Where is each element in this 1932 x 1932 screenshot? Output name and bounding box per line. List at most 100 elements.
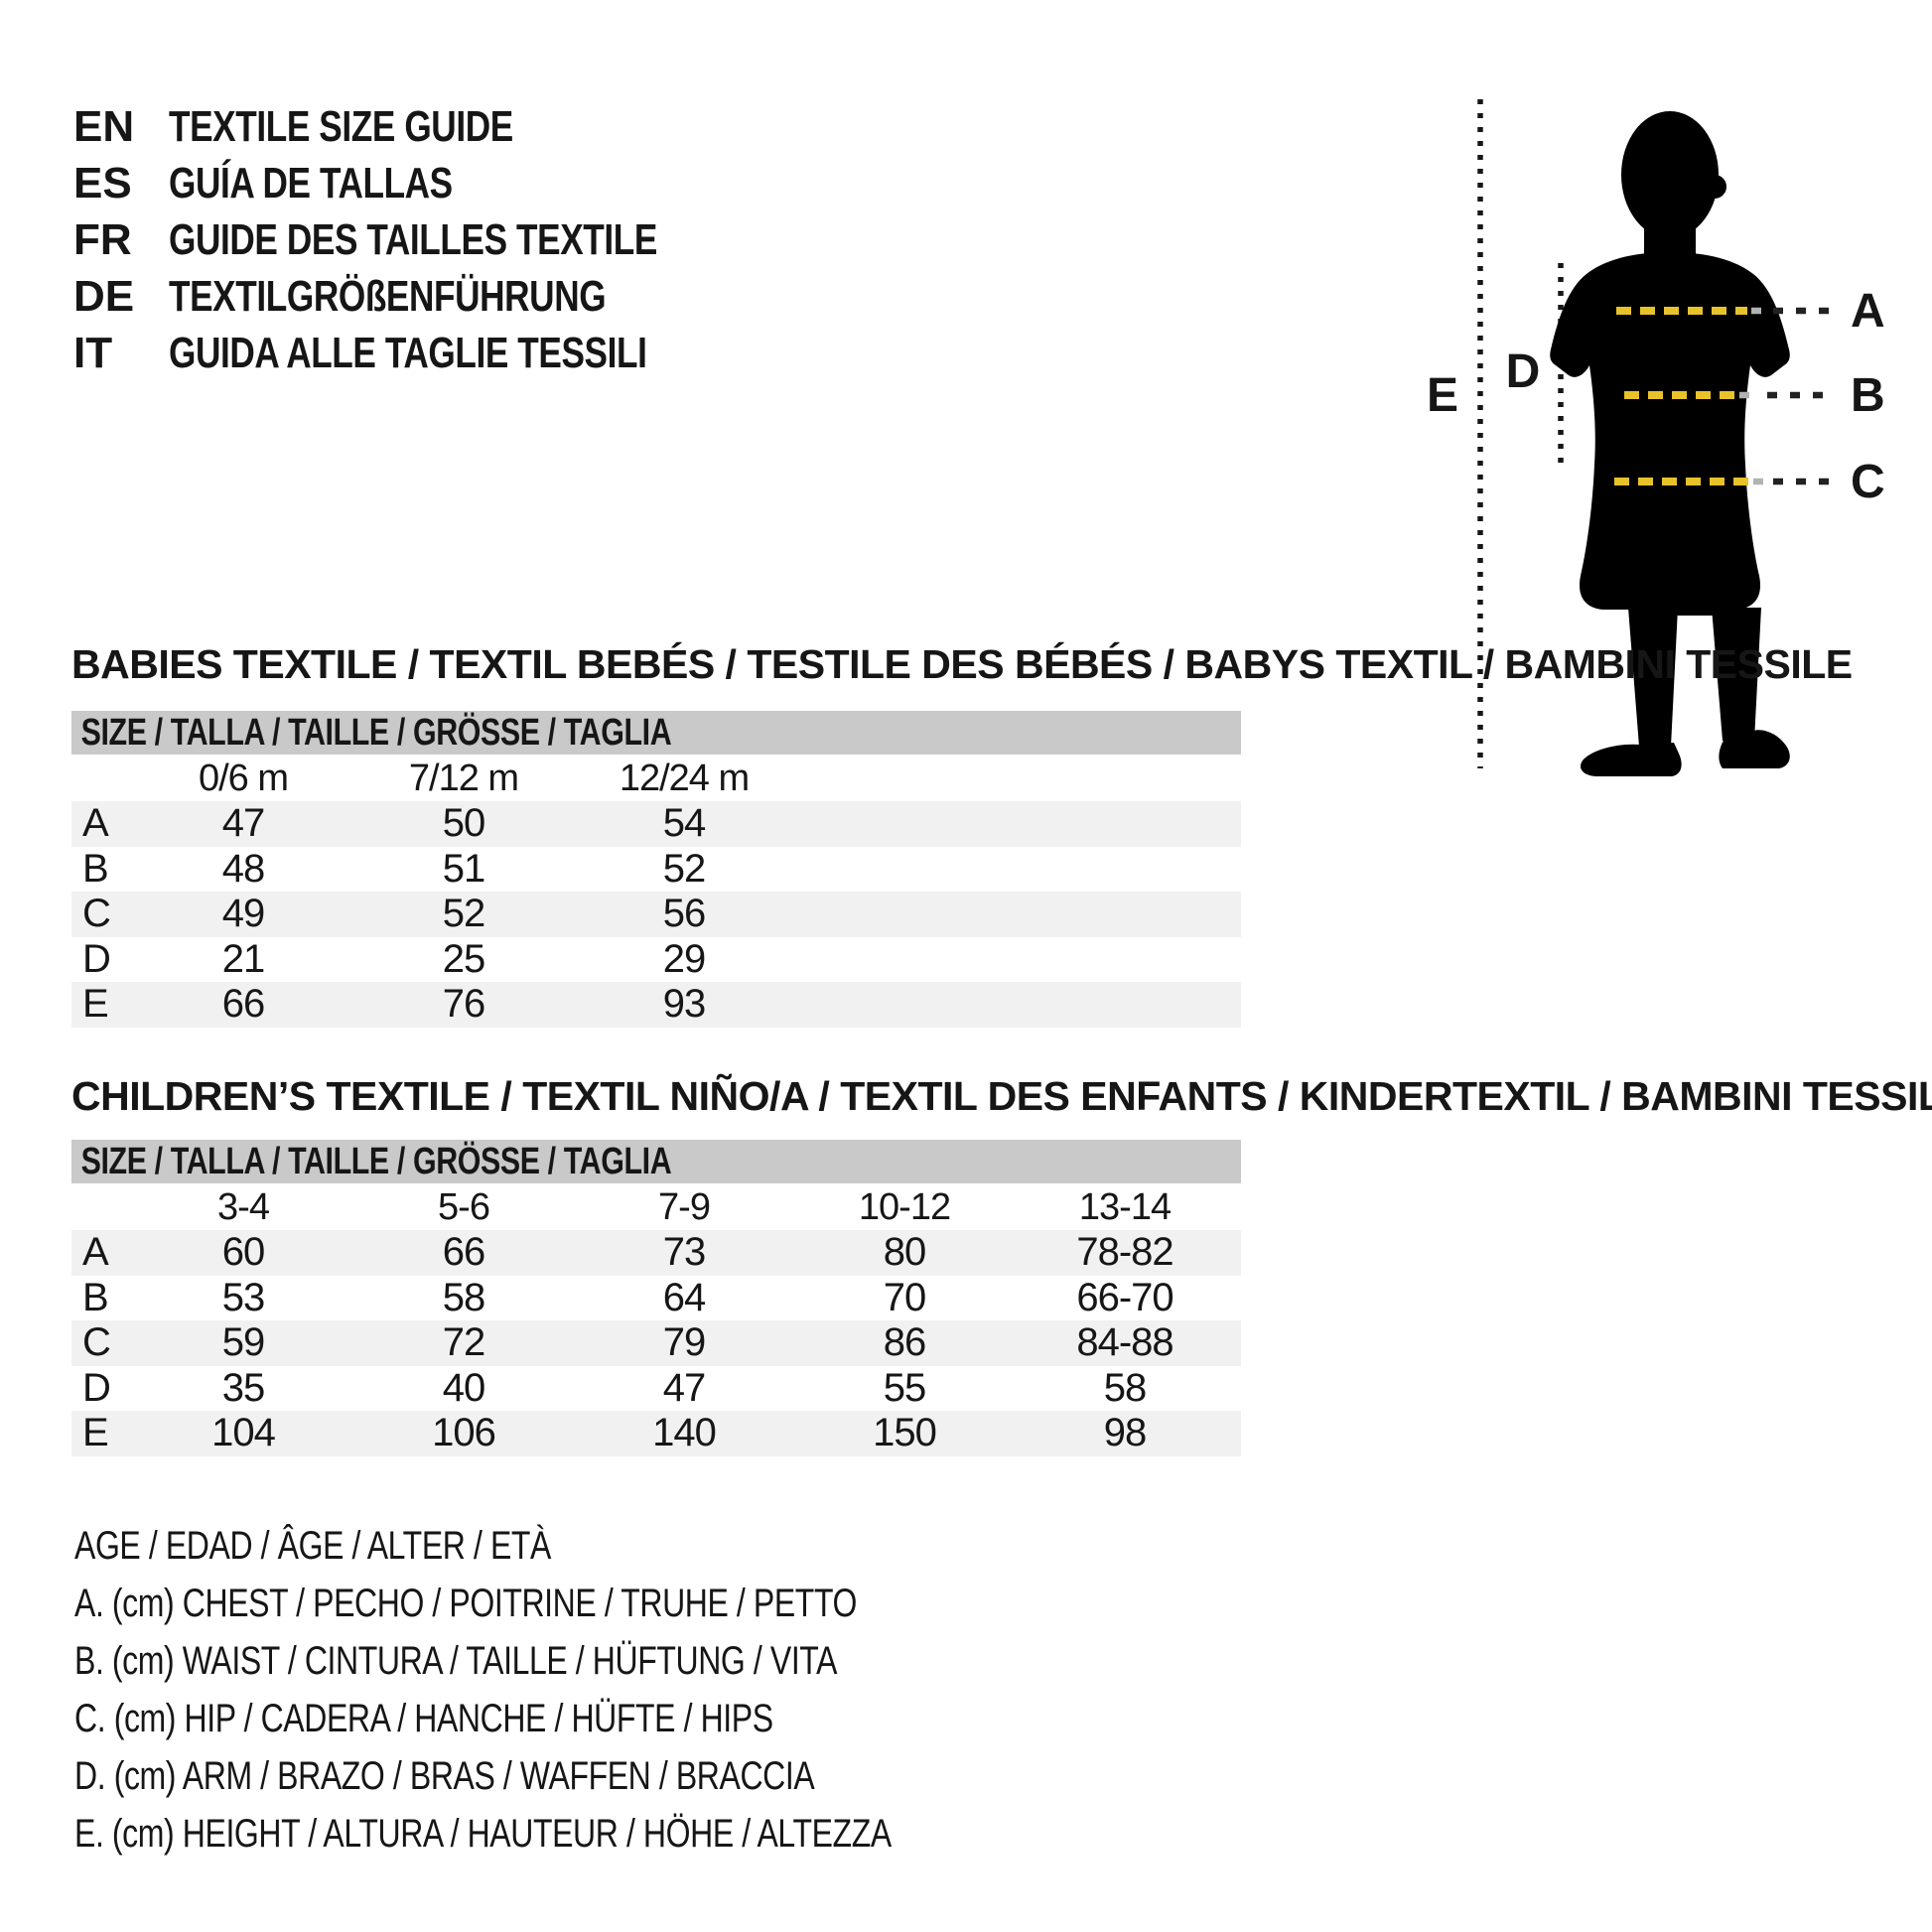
table-cell: 66 xyxy=(221,982,266,1027)
language-title: TEXTILGRÖßENFÜHRUNG xyxy=(169,271,607,321)
column-header: 3-4 xyxy=(217,1186,270,1228)
table-cell: 58 xyxy=(442,1275,486,1319)
legend-height-row: E. (cm) HEIGHT / ALTURA / HAUTEUR / HÖHE… xyxy=(74,1805,1095,1863)
row-label: B xyxy=(82,846,109,891)
row-label: E xyxy=(82,1411,109,1455)
table-cell: 64 xyxy=(662,1275,707,1319)
column-header: 10-12 xyxy=(858,1186,951,1228)
table-cell: 73 xyxy=(662,1230,707,1275)
table-cell: 72 xyxy=(442,1320,486,1365)
language-code: ES xyxy=(73,158,132,207)
table-cell: 58 xyxy=(1103,1365,1148,1410)
babies-section-heading: BABIES TEXTILE / TEXTIL BEBÉS / TESTILE … xyxy=(71,640,1853,688)
table-cell: 49 xyxy=(221,892,266,936)
hip-measure-line-c: C xyxy=(1614,456,1885,508)
table-cell: 98 xyxy=(1103,1411,1148,1455)
waist-measure-line-b: B xyxy=(1624,369,1885,422)
table-cell: 140 xyxy=(652,1411,717,1455)
table-cell: 47 xyxy=(221,801,266,846)
column-header: 5-6 xyxy=(438,1186,490,1228)
figure-label-a: A xyxy=(1851,285,1885,338)
table-row-c: C 59 72 79 86 84-88 xyxy=(71,1320,1241,1366)
table-cell: 25 xyxy=(442,936,486,981)
language-row-es: ES GUÍA DE TALLAS xyxy=(73,155,779,211)
table-cell: 150 xyxy=(873,1411,937,1455)
figure-label-b: B xyxy=(1851,369,1885,422)
figure-label-d: D xyxy=(1506,345,1541,398)
language-row-de: DE TEXTILGRÖßENFÜHRUNG xyxy=(73,268,779,325)
row-label: E xyxy=(82,982,109,1027)
table-row-a: A 47 50 54 xyxy=(71,801,1241,847)
language-title: GUÍA DE TALLAS xyxy=(169,158,453,207)
children-section-heading: CHILDREN’S TEXTILE / TEXTIL NIÑO/A / TEX… xyxy=(71,1072,1932,1120)
language-row-it: IT GUIDA ALLE TAGLIE TESSILI xyxy=(73,325,779,381)
row-label: C xyxy=(82,1320,111,1365)
babies-heading-text: BABIES TEXTILE / TEXTIL BEBÉS / TESTILE … xyxy=(71,641,1853,687)
table-cell: 51 xyxy=(442,846,486,891)
language-code: FR xyxy=(73,214,132,264)
row-label: A xyxy=(82,801,109,846)
children-column-header-row: 3-4 5-6 7-9 10-12 13-14 xyxy=(71,1185,1241,1230)
language-title: GUIDA ALLE TAGLIE TESSILI xyxy=(169,328,647,377)
table-cell: 21 xyxy=(221,936,266,981)
table-row-e: E 66 76 93 xyxy=(71,982,1241,1028)
column-header: 12/24 m xyxy=(619,758,750,799)
table-cell: 47 xyxy=(662,1365,707,1410)
table-cell: 35 xyxy=(221,1365,266,1410)
table-cell: 66-70 xyxy=(1076,1275,1173,1319)
legend-hip-text: C. (cm) HIP / CADERA / HANCHE / HÜFTE / … xyxy=(74,1696,773,1740)
table-cell: 40 xyxy=(442,1365,486,1410)
language-code: EN xyxy=(73,101,135,151)
column-header: 7/12 m xyxy=(408,758,519,799)
legend-hip-row: C. (cm) HIP / CADERA / HANCHE / HÜFTE / … xyxy=(74,1690,1095,1747)
column-header: 13-14 xyxy=(1078,1186,1172,1228)
row-label: B xyxy=(82,1275,109,1319)
table-cell: 76 xyxy=(442,982,486,1027)
table-cell: 66 xyxy=(442,1230,486,1275)
table-row-c: C 49 52 56 xyxy=(71,892,1241,937)
table-cell: 29 xyxy=(662,936,707,981)
table-cell: 50 xyxy=(442,801,486,846)
legend-arm-row: D. (cm) ARM / BRAZO / BRAS / WAFFEN / BR… xyxy=(74,1747,1095,1805)
table-row-b: B 53 58 64 70 66-70 xyxy=(71,1276,1241,1321)
language-title: GUIDE DES TAILLES TEXTILE xyxy=(169,214,657,264)
children-size-header-bar: SIZE / TALLA / TAILLE / GRÖSSE / TAGLIA xyxy=(71,1140,1241,1183)
table-cell: 78-82 xyxy=(1076,1230,1173,1275)
table-cell: 106 xyxy=(432,1411,496,1455)
babies-column-header-row: 0/6 m 7/12 m 12/24 m xyxy=(71,757,1241,801)
row-label: D xyxy=(82,936,111,981)
table-cell: 52 xyxy=(442,892,486,936)
legend-chest-text: A. (cm) CHEST / PECHO / POITRINE / TRUHE… xyxy=(74,1581,858,1625)
row-label: D xyxy=(82,1365,111,1410)
table-cell: 86 xyxy=(883,1320,927,1365)
legend-height-text: E. (cm) HEIGHT / ALTURA / HAUTEUR / HÖHE… xyxy=(74,1811,892,1856)
table-cell: 84-88 xyxy=(1076,1320,1173,1365)
table-cell: 93 xyxy=(662,982,707,1027)
babies-size-header-bar: SIZE / TALLA / TAILLE / GRÖSSE / TAGLIA xyxy=(71,711,1241,755)
table-row-d: D 21 25 29 xyxy=(71,937,1241,983)
table-row-a: A 60 66 73 80 78-82 xyxy=(71,1230,1241,1276)
table-cell: 70 xyxy=(883,1275,927,1319)
chest-measure-line-a: A xyxy=(1616,285,1885,338)
legend-arm-text: D. (cm) ARM / BRAZO / BRAS / WAFFEN / BR… xyxy=(74,1753,815,1798)
table-cell: 48 xyxy=(221,846,266,891)
row-label: A xyxy=(82,1230,109,1275)
table-cell: 79 xyxy=(662,1320,707,1365)
table-cell: 53 xyxy=(221,1275,266,1319)
language-code: IT xyxy=(73,328,113,377)
legend-waist-row: B. (cm) WAIST / CINTURA / TAILLE / HÜFTU… xyxy=(74,1632,1095,1690)
figure-label-c: C xyxy=(1851,456,1885,508)
table-cell: 52 xyxy=(662,846,707,891)
legend-age-row: AGE / EDAD / ÂGE / ALTER / ETÀ xyxy=(74,1517,1095,1575)
row-label: C xyxy=(82,892,111,936)
language-row-en: EN TEXTILE SIZE GUIDE xyxy=(73,98,779,155)
legend-waist-text: B. (cm) WAIST / CINTURA / TAILLE / HÜFTU… xyxy=(74,1638,838,1683)
language-code: DE xyxy=(73,271,135,321)
table-cell: 54 xyxy=(662,801,707,846)
table-cell: 80 xyxy=(883,1230,927,1275)
column-header: 7-9 xyxy=(658,1186,711,1228)
children-heading-text: CHILDREN’S TEXTILE / TEXTIL NIÑO/A / TEX… xyxy=(71,1073,1932,1119)
language-list: EN TEXTILE SIZE GUIDE ES GUÍA DE TALLAS … xyxy=(73,98,779,381)
table-row-e: E 104 106 140 150 98 xyxy=(71,1411,1241,1456)
measurement-legend: AGE / EDAD / ÂGE / ALTER / ETÀ A. (cm) C… xyxy=(74,1517,1095,1863)
